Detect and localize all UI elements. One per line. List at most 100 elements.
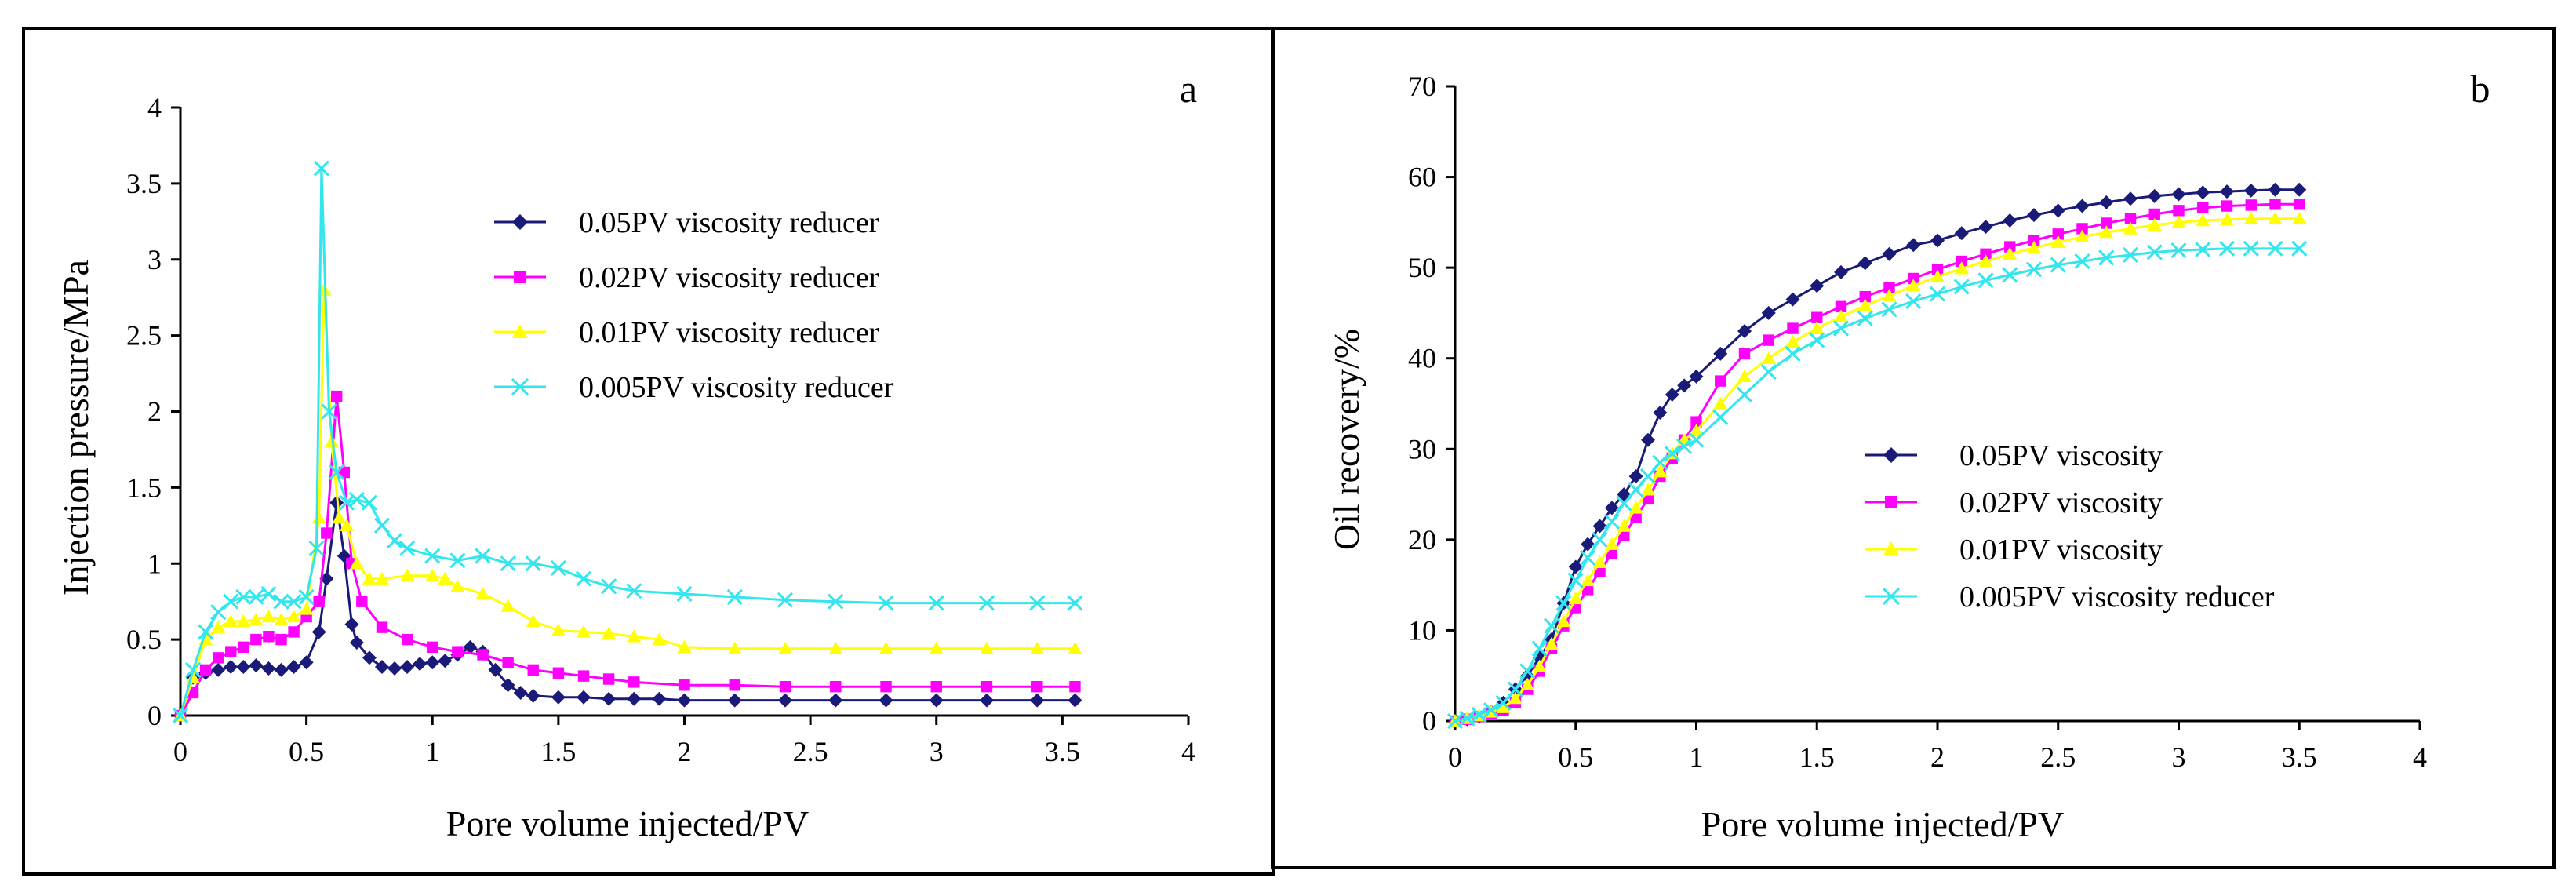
panel-a-data-point xyxy=(779,680,791,693)
panel-b-data-point xyxy=(1834,264,1848,279)
panel-a-data-point xyxy=(248,588,264,605)
panel-a-data-point xyxy=(878,595,894,611)
panel-b-data-point xyxy=(1653,406,1668,421)
panel-b-data-point xyxy=(1628,468,1643,483)
panel-a-data-point xyxy=(238,641,249,654)
panel-a-legend-marker xyxy=(514,271,526,283)
panel-b-data-point xyxy=(2027,208,2041,223)
panel-b-series-line xyxy=(1454,202,2300,723)
panel-b-data-point xyxy=(1568,559,1583,574)
panel-a-data-point xyxy=(425,655,440,670)
panel-b-data-point xyxy=(1713,346,1728,361)
panel-a-data-point xyxy=(602,626,617,639)
panel-b-data-point xyxy=(1930,233,1945,248)
panel-b-data-point xyxy=(1810,321,1825,334)
panel-a-data-point xyxy=(577,670,590,682)
panel-a-data-point xyxy=(729,679,740,691)
panel-a-data-point xyxy=(261,610,276,623)
panel-a-data-point xyxy=(1068,641,1082,654)
panel-a-legend-label: 0.02PV viscosity reducer xyxy=(579,261,879,294)
panel-a-data-point xyxy=(652,691,667,706)
panel-a-x-tick-label: 0 xyxy=(173,736,187,767)
panel-b-data-point xyxy=(1834,309,1848,322)
panel-b-data-point xyxy=(1785,334,1800,348)
panel-b-legend-item: 0.005PV viscosity reducer xyxy=(1865,581,2275,614)
panel-b-data-point xyxy=(1737,324,1752,339)
panel-b-data-point xyxy=(1906,238,1921,253)
panel-a-data-point xyxy=(299,655,314,670)
panel-a-data-point xyxy=(500,555,516,572)
panel-b-data-point xyxy=(2292,182,2307,197)
panel-a-data-point xyxy=(500,678,515,693)
panel-b-legend-marker xyxy=(1882,587,1901,606)
panel-b-data-point xyxy=(1954,261,1969,275)
panel-a-data-point xyxy=(1068,693,1082,708)
panel-b-y-tick-label: 70 xyxy=(1408,71,1436,102)
panel-b-data-point xyxy=(1953,279,1970,295)
panel-b-data-point xyxy=(1677,378,1692,393)
panel-b-data-point xyxy=(1641,483,1655,496)
panel-a-data-point xyxy=(602,691,617,706)
panel-b-data-point xyxy=(1532,659,1547,672)
panel-a-data-point xyxy=(880,680,892,693)
panel-a-data-point xyxy=(187,687,199,699)
panel-a-data-point xyxy=(677,693,692,708)
panel-b-legend-marker xyxy=(1883,541,1899,555)
panel-a-data-point xyxy=(356,596,368,607)
panel-b-data-point xyxy=(2050,235,2065,248)
panel-a-data-point xyxy=(500,599,515,612)
panel-b-data-point xyxy=(2197,202,2209,214)
panel-a-data-point xyxy=(463,639,478,654)
panel-a-data-point xyxy=(930,680,942,693)
panel-b-y-tick-label: 20 xyxy=(1408,524,1436,555)
panel-a-data-point xyxy=(928,595,944,611)
panel-a-data-point xyxy=(212,652,224,664)
panel-a-data-point xyxy=(313,596,325,607)
panel-a-legend-label: 0.05PV viscosity reducer xyxy=(579,206,879,239)
panel-a-data-point xyxy=(236,660,251,674)
panel-a-legend-marker xyxy=(511,377,529,396)
panel-a-data-point xyxy=(286,660,301,674)
panel-a-data-point xyxy=(727,693,742,708)
panel-a-data-point xyxy=(250,633,262,646)
panel-b-data-point xyxy=(1763,334,1774,346)
panel-a-x-tick-label: 4 xyxy=(1181,736,1195,767)
panel-b-legend-label: 0.01PV viscosity xyxy=(1959,534,2163,566)
panel-a-data-point xyxy=(224,660,238,674)
panel-a-data-point xyxy=(311,511,326,524)
panel-a-data-point xyxy=(978,595,995,611)
panel-b-data-point xyxy=(2124,213,2137,224)
panel-a-data-point xyxy=(475,548,491,564)
panel-b-xlabel: Pore volume injected/PV xyxy=(1701,804,2064,844)
panel-b-data-point xyxy=(1690,416,1702,428)
panel-b-data-point xyxy=(1835,300,1847,313)
panel-a-data-point xyxy=(438,571,453,585)
panel-a-data-point xyxy=(980,641,994,654)
panel-b-data-point xyxy=(1785,345,1801,362)
panel-b-data-point xyxy=(1857,310,1873,326)
panel-a-data-point xyxy=(513,685,528,700)
panel-a-data-point xyxy=(400,568,415,581)
panel-a-data-point xyxy=(551,690,566,705)
panel-b-x-tick-label: 2 xyxy=(1930,741,1945,773)
panel-b-data-point xyxy=(2074,253,2090,270)
panel-a-data-point xyxy=(211,662,226,677)
panel-b-y-tick-label: 0 xyxy=(1422,705,1436,737)
panel-b-data-point xyxy=(1736,386,1753,403)
panel-b-legend-label: 0.02PV viscosity xyxy=(1959,486,2163,519)
panel-a-data-point xyxy=(677,639,692,654)
panel-a-data-point xyxy=(1029,595,1046,611)
panel-b-data-point xyxy=(1641,432,1655,447)
panel-a-data-point xyxy=(627,691,642,706)
panel-b-data-point xyxy=(1737,369,1752,383)
panel-a-data-point xyxy=(726,588,743,605)
panel-a-data-point xyxy=(375,571,389,585)
panel-b-x-tick-label: 2.5 xyxy=(2040,741,2076,773)
panel-a-data-point xyxy=(249,658,264,673)
panel-a-x-tick-label: 2.5 xyxy=(793,736,828,767)
panel-a-data-point xyxy=(475,587,490,600)
panel-a-data-point xyxy=(338,494,355,511)
panel-a-data-point xyxy=(286,593,302,610)
panel-b-data-point xyxy=(1881,301,1897,318)
panel-b-y-tick-label: 30 xyxy=(1408,433,1436,464)
